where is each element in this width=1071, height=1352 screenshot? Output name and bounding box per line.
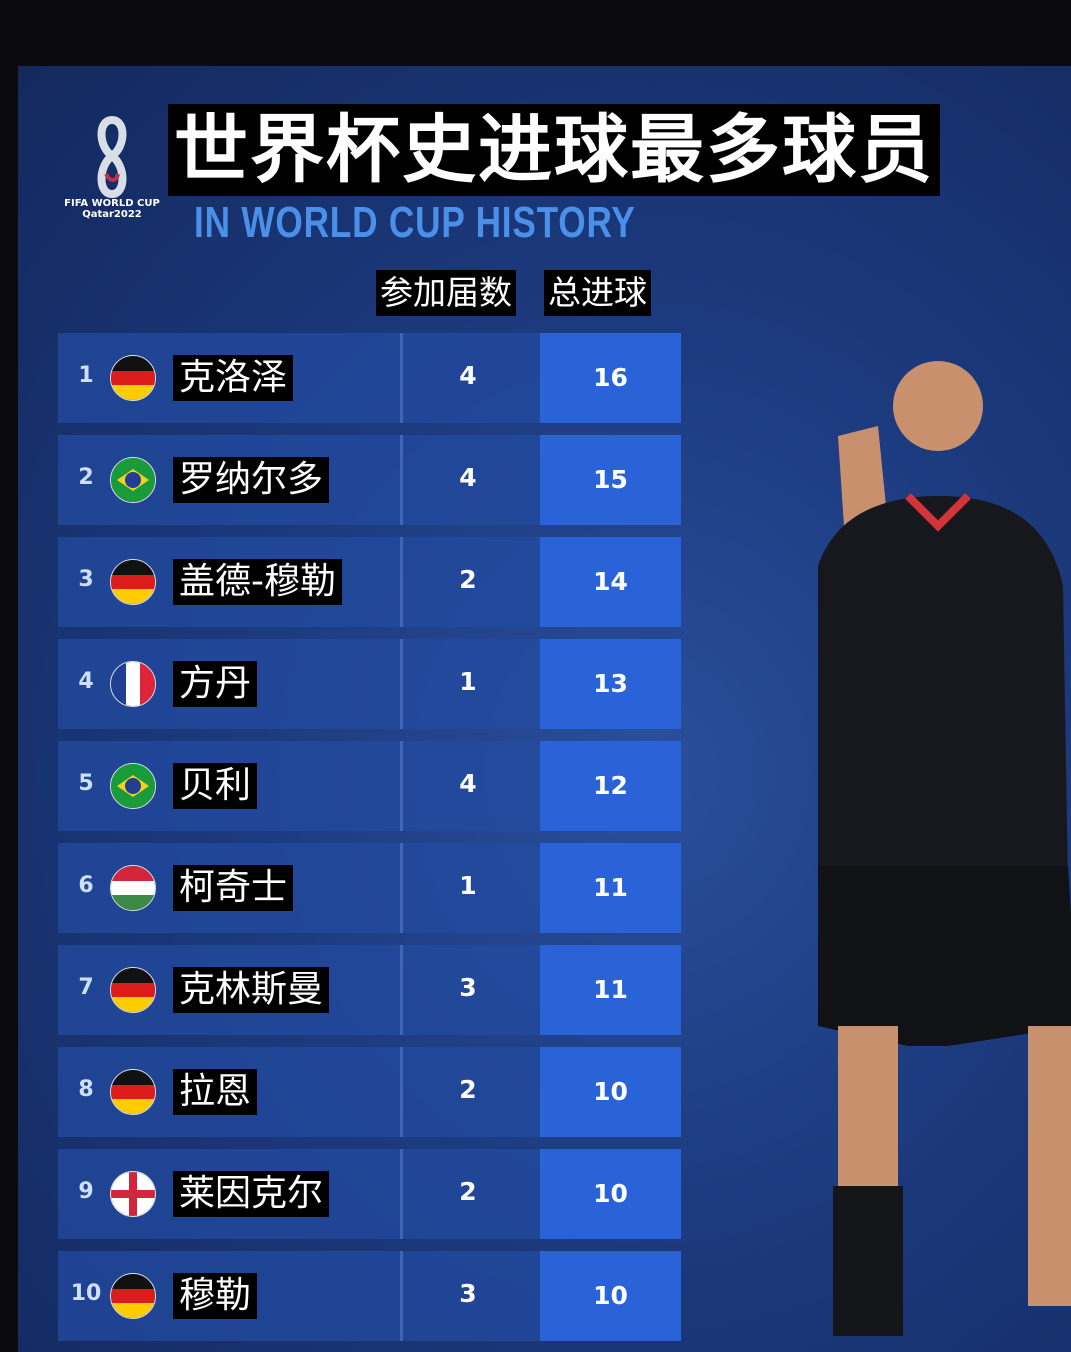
- rank: 5: [78, 771, 94, 796]
- table-row: 5 贝利 4: [58, 741, 540, 831]
- page-subtitle: IN WORLD CUP HISTORY: [194, 198, 636, 247]
- total-goals: 10: [540, 1149, 681, 1239]
- table-row: 9 莱因克尔 2: [58, 1149, 540, 1239]
- tournaments-count: 3: [459, 1279, 477, 1308]
- player-photo: [818, 361, 1071, 1336]
- rank: 6: [78, 873, 94, 898]
- total-goals: 10: [540, 1251, 681, 1341]
- total-goals: 15: [540, 435, 681, 525]
- column-divider: [400, 1149, 403, 1239]
- column-divider: [400, 333, 403, 423]
- table-row: 2 罗纳尔多 4: [58, 435, 540, 525]
- tournaments-count: 2: [459, 1177, 477, 1206]
- player-name: 克林斯曼: [173, 967, 330, 1013]
- table-row: 4 方丹 1: [58, 639, 540, 729]
- total-goals: 13: [540, 639, 681, 729]
- rank: 8: [78, 1077, 94, 1102]
- table-row: 10 穆勒 3: [58, 1251, 540, 1341]
- rank: 1: [78, 363, 94, 388]
- total-goals: 16: [540, 333, 681, 423]
- player-name: 罗纳尔多: [173, 457, 330, 503]
- tournaments-count: 2: [459, 565, 477, 594]
- column-divider: [400, 537, 403, 627]
- player-name: 穆勒: [173, 1273, 258, 1319]
- column-divider: [400, 639, 403, 729]
- fifa-world-cup-logo: FIFA WORLD CUP Qatar2022: [62, 116, 162, 220]
- tournaments-count: 3: [459, 973, 477, 1002]
- total-goals: 12: [540, 741, 681, 831]
- germany-flag-icon: [110, 1273, 156, 1319]
- tournaments-count: 1: [459, 871, 477, 900]
- england-flag-icon: [110, 1171, 156, 1217]
- table-row: 8 拉恩 2: [58, 1047, 540, 1137]
- player-name: 拉恩: [173, 1069, 258, 1115]
- germany-flag-icon: [110, 1069, 156, 1115]
- player-name: 方丹: [173, 661, 258, 707]
- column-divider: [400, 1047, 403, 1137]
- column-divider: [400, 945, 403, 1035]
- player-name: 柯奇士: [173, 865, 294, 911]
- column-header-tournaments: 参加届数: [376, 270, 516, 316]
- total-goals: 11: [540, 945, 681, 1035]
- tournaments-count: 1: [459, 667, 477, 696]
- column-header-goals: 总进球: [544, 270, 651, 316]
- player-name: 贝利: [173, 763, 258, 809]
- table-row: 6 柯奇士 1: [58, 843, 540, 933]
- france-flag-icon: [110, 661, 156, 707]
- trophy-emblem-icon: [97, 116, 127, 198]
- germany-flag-icon: [110, 967, 156, 1013]
- infographic: FIFA WORLD CUP Qatar2022 世界杯史进球最多球员 IN W…: [18, 66, 1071, 1352]
- rank: 4: [78, 669, 94, 694]
- tournaments-count: 2: [459, 1075, 477, 1104]
- brazil-flag-icon: [110, 763, 156, 809]
- rank: 7: [78, 975, 94, 1000]
- total-goals: 10: [540, 1047, 681, 1137]
- hungary-flag-icon: [110, 865, 156, 911]
- column-divider: [400, 435, 403, 525]
- rank: 2: [78, 465, 94, 490]
- column-divider: [400, 843, 403, 933]
- player-name: 盖德-穆勒: [173, 559, 342, 605]
- logo-text-1: FIFA WORLD CUP: [64, 198, 160, 209]
- tournaments-count: 4: [459, 463, 477, 492]
- brazil-flag-icon: [110, 457, 156, 503]
- column-divider: [400, 1251, 403, 1341]
- table-row: 1 克洛泽 4: [58, 333, 540, 423]
- player-name: 克洛泽: [173, 355, 294, 401]
- germany-flag-icon: [110, 559, 156, 605]
- tournaments-count: 4: [459, 361, 477, 390]
- total-goals: 14: [540, 537, 681, 627]
- germany-flag-icon: [110, 355, 156, 401]
- page-title: 世界杯史进球最多球员: [168, 104, 940, 196]
- table-row: 3 盖德-穆勒 2: [58, 537, 540, 627]
- rank: 3: [78, 567, 94, 592]
- logo-text-2: Qatar2022: [82, 209, 142, 220]
- table-row: 7 克林斯曼 3: [58, 945, 540, 1035]
- total-goals: 11: [540, 843, 681, 933]
- column-divider: [400, 741, 403, 831]
- rank: 9: [78, 1179, 94, 1204]
- player-name: 莱因克尔: [173, 1171, 330, 1217]
- tournaments-count: 4: [459, 769, 477, 798]
- rank: 10: [70, 1281, 102, 1306]
